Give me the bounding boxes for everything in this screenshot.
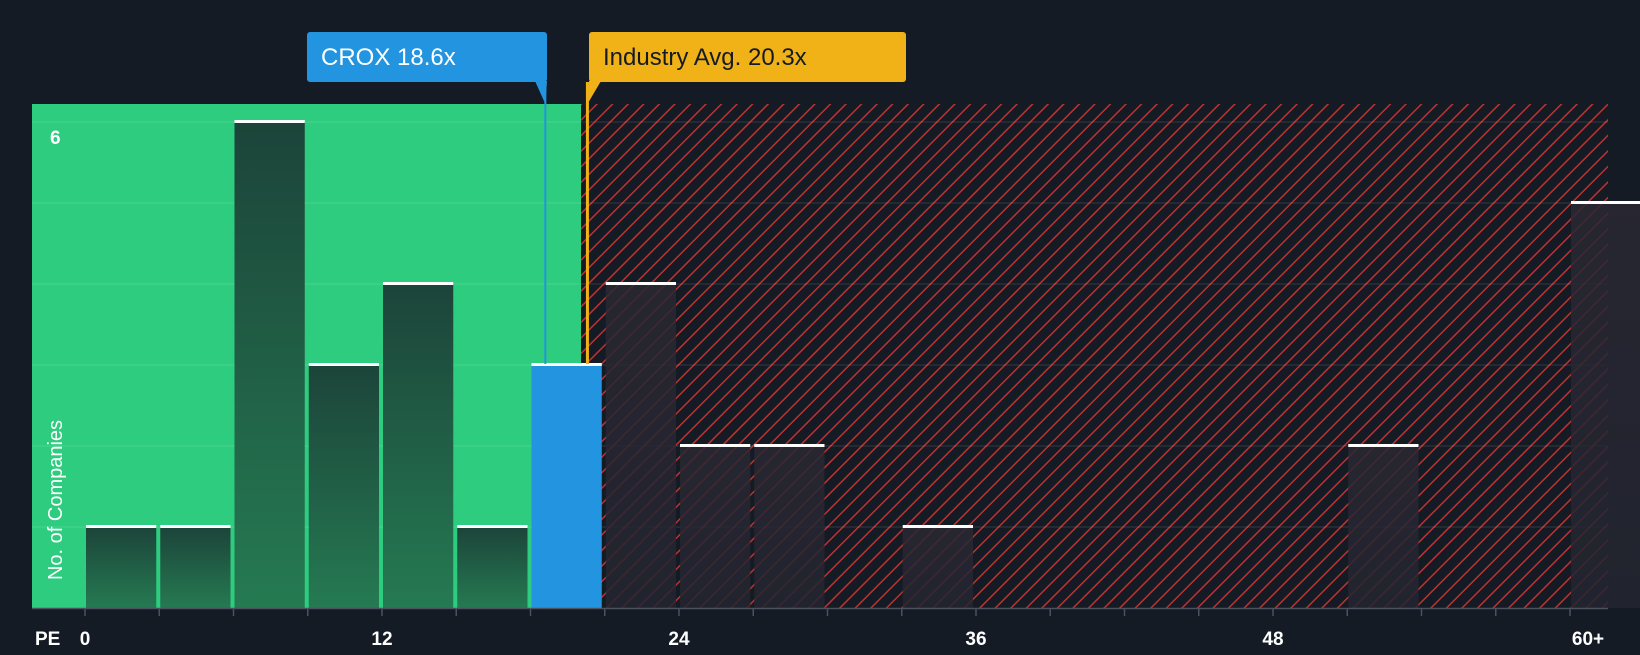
- x-tick-label: 24: [668, 629, 690, 650]
- industry-label-box: [589, 32, 906, 82]
- bar-top-line: [308, 363, 379, 366]
- bar-top-line: [605, 282, 676, 285]
- histogram-bar: [86, 527, 157, 608]
- histogram-bar: [308, 365, 379, 608]
- industry-label-pointer: [587, 81, 601, 104]
- x-tick-label: 12: [371, 629, 392, 650]
- bar-top-line: [234, 120, 305, 123]
- y-axis-title: No. of Companies: [45, 420, 67, 580]
- histogram-bar: [1571, 203, 1640, 608]
- x-axis-title: PE: [35, 629, 60, 650]
- bar-top-line: [531, 363, 602, 366]
- histogram-bar: [383, 284, 454, 608]
- bar-top-line: [754, 444, 825, 447]
- bar-top-line: [1571, 201, 1640, 204]
- x-tick-label: 60+: [1572, 629, 1604, 650]
- histogram-bar: [605, 284, 676, 608]
- x-tick-label: 0: [80, 629, 91, 650]
- bar-top-line: [902, 525, 973, 528]
- histogram-bar: [160, 527, 231, 608]
- histogram-bar: [754, 446, 825, 608]
- fair-value-zone: [32, 104, 581, 608]
- bar-top-line: [383, 282, 454, 285]
- histogram-bar: [1348, 446, 1419, 608]
- bar-top-line: [160, 525, 231, 528]
- x-tick-label: 36: [965, 629, 986, 650]
- x-tick-label: 48: [1262, 629, 1283, 650]
- histogram-bar: [531, 365, 602, 608]
- histogram-bar: [902, 527, 973, 608]
- company-label-box: [307, 32, 547, 82]
- histogram-bar: [234, 122, 305, 608]
- bar-top-line: [680, 444, 751, 447]
- bar-top-line: [457, 525, 528, 528]
- bar-top-line: [86, 525, 157, 528]
- bar-top-line: [1348, 444, 1419, 447]
- company-label-pointer: [535, 81, 547, 104]
- industry-label-text: Industry Avg. 20.3x: [603, 44, 807, 71]
- histogram-bar: [457, 527, 528, 608]
- expensive-zone: [581, 104, 1608, 608]
- histogram-bar: [680, 446, 751, 608]
- company-label-text: CROX 18.6x: [321, 44, 456, 71]
- y-tick-label: 6: [50, 128, 61, 149]
